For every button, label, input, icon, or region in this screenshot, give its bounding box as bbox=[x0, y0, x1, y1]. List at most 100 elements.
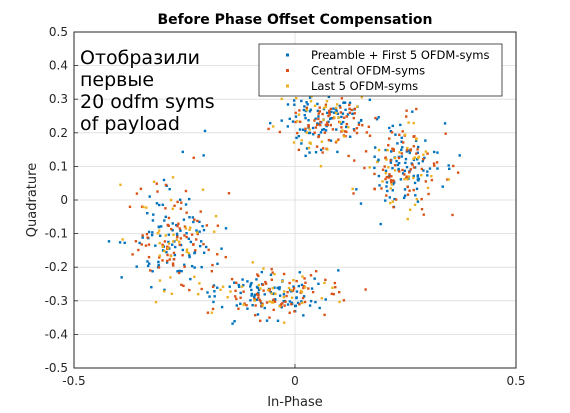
scatter-point bbox=[403, 178, 406, 181]
scatter-point bbox=[287, 286, 291, 290]
scatter-point bbox=[145, 232, 149, 236]
scatter-point bbox=[424, 150, 428, 153]
scatter-point bbox=[318, 306, 321, 310]
scatter-point bbox=[348, 107, 351, 111]
scatter-point bbox=[263, 293, 266, 296]
scatter-point bbox=[167, 233, 170, 236]
scatter-point bbox=[302, 108, 306, 112]
scatter-point bbox=[339, 111, 343, 114]
scatter-point bbox=[315, 123, 319, 127]
scatter-point bbox=[325, 121, 329, 124]
scatter-point bbox=[400, 140, 403, 143]
scatter-point bbox=[347, 154, 350, 158]
scatter-point bbox=[443, 122, 447, 125]
scatter-point bbox=[353, 159, 356, 162]
scatter-point bbox=[185, 248, 189, 251]
legend-marker bbox=[286, 69, 289, 72]
scatter-point bbox=[196, 232, 199, 236]
scatter-point bbox=[368, 134, 372, 137]
scatter-point bbox=[165, 259, 169, 263]
scatter-point bbox=[192, 220, 195, 224]
scatter-point bbox=[303, 286, 307, 289]
scatter-point bbox=[355, 188, 358, 191]
axis-ticks: -0.5 0 0.5 -0.5 -0.4 -0.3 -0.2 -0.1 0 0.1 0.2 0.3 0.… bbox=[45, 25, 526, 388]
scatter-point bbox=[405, 165, 409, 169]
scatter-point bbox=[388, 137, 391, 140]
x-tick-label: 0 bbox=[291, 374, 299, 388]
scatter-point bbox=[426, 186, 430, 190]
scatter-point bbox=[389, 187, 392, 190]
scatter-point bbox=[328, 111, 331, 115]
y-tick-label: -0.5 bbox=[45, 361, 68, 375]
scatter-point bbox=[193, 218, 196, 221]
scatter-point bbox=[324, 103, 328, 106]
scatter-point bbox=[407, 121, 410, 124]
scatter-point bbox=[338, 300, 341, 304]
scatter-point bbox=[273, 286, 276, 289]
scatter-point bbox=[305, 101, 308, 104]
scatter-point bbox=[411, 163, 414, 166]
scatter-point bbox=[237, 285, 241, 289]
scatter-point bbox=[192, 156, 195, 159]
scatter-point bbox=[195, 238, 198, 241]
scatter-point bbox=[391, 147, 394, 150]
scatter-point bbox=[178, 198, 182, 201]
scatter-point bbox=[295, 279, 298, 283]
scatter-point bbox=[318, 106, 321, 109]
scatter-point bbox=[158, 256, 161, 259]
scatter-point bbox=[384, 169, 388, 173]
scatter-point bbox=[307, 119, 310, 122]
scatter-point bbox=[321, 147, 325, 150]
scatter-point bbox=[121, 238, 124, 241]
scatter-point bbox=[317, 282, 320, 286]
scatter-point bbox=[328, 113, 331, 116]
scatter-point bbox=[298, 303, 301, 306]
scatter-point bbox=[161, 245, 164, 248]
scatter-point bbox=[315, 270, 318, 273]
scatter-point bbox=[340, 122, 343, 125]
scatter-point bbox=[131, 253, 134, 256]
scatter-point bbox=[169, 198, 173, 202]
scatter-point bbox=[216, 262, 219, 265]
scatter-point bbox=[300, 300, 303, 303]
scatter-point bbox=[175, 232, 179, 236]
scatter-point bbox=[389, 161, 393, 164]
scatter-point bbox=[367, 125, 371, 128]
scatter-point bbox=[157, 225, 161, 229]
scatter-point bbox=[288, 117, 291, 121]
scatter-point bbox=[199, 210, 202, 213]
scatter-point bbox=[184, 189, 188, 193]
scatter-point bbox=[168, 187, 171, 191]
scatter-point bbox=[335, 109, 338, 113]
scatter-point bbox=[412, 145, 416, 148]
scatter-point bbox=[403, 169, 407, 173]
scatter-point bbox=[161, 259, 164, 262]
scatter-point bbox=[305, 106, 309, 110]
scatter-point bbox=[269, 273, 273, 276]
scatter-point bbox=[294, 111, 297, 115]
scatter-point bbox=[188, 228, 191, 232]
scatter-point bbox=[337, 138, 340, 141]
scatter-point bbox=[137, 248, 140, 252]
scatter-point bbox=[185, 235, 188, 239]
scatter-point bbox=[280, 97, 283, 101]
scatter-point bbox=[391, 189, 395, 192]
scatter-point bbox=[171, 229, 174, 232]
scatter-point bbox=[392, 182, 395, 186]
scatter-point bbox=[208, 295, 211, 298]
scatter-point bbox=[323, 313, 326, 317]
scatter-point bbox=[351, 187, 354, 191]
scatter-point bbox=[341, 129, 344, 132]
scatter-point bbox=[312, 133, 315, 136]
scatter-point bbox=[172, 251, 176, 255]
scatter-point bbox=[163, 240, 167, 243]
scatter-point bbox=[216, 224, 220, 227]
scatter-point bbox=[293, 304, 297, 308]
scatter-point bbox=[384, 171, 388, 175]
scatter-point bbox=[321, 128, 324, 132]
scatter-point bbox=[155, 202, 159, 205]
scatter-point bbox=[405, 150, 409, 153]
scatter-point bbox=[183, 265, 186, 268]
scatter-point bbox=[387, 176, 391, 179]
legend-box bbox=[258, 43, 503, 97]
